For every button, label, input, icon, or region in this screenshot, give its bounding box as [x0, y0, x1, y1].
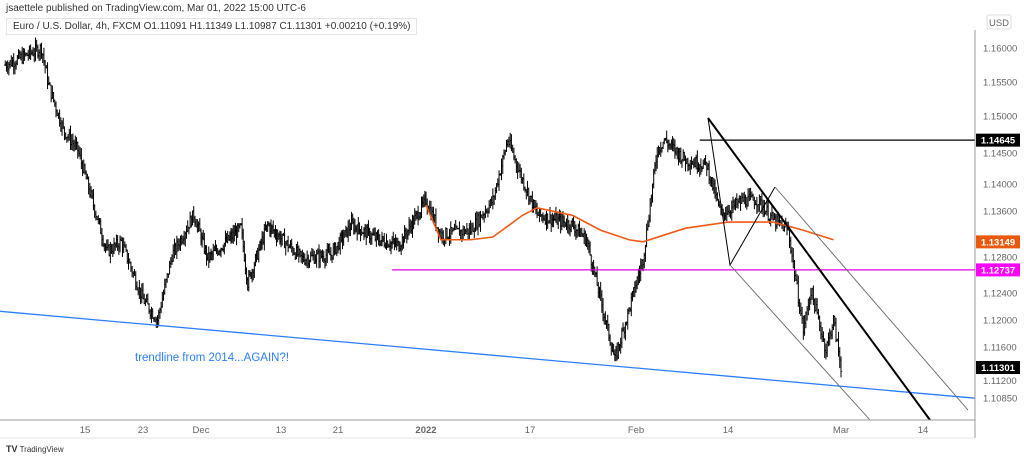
price-tick-label: 1.11200 [983, 376, 1017, 387]
price-tick-label: 1.11600 [983, 343, 1017, 354]
price-tick-label: 1.15500 [983, 78, 1017, 89]
currency-badge[interactable] [986, 14, 1012, 30]
price-tag-label: 1.13149 [981, 237, 1015, 248]
pitchfork-lower-line [729, 264, 871, 421]
time-tick-label: Dec [193, 425, 210, 436]
drawings [0, 117, 976, 421]
time-tick-label: 13 [276, 425, 287, 436]
price-tick-label: 1.12000 [983, 316, 1017, 327]
pitchfork-upper-line [774, 186, 969, 411]
price-tick-label: 1.12800 [983, 252, 1017, 263]
price-tag-label: 1.14645 [981, 136, 1016, 147]
time-tick-label: 14 [918, 425, 929, 436]
logo-mark: TV [6, 444, 18, 454]
price-tick-label: 1.10850 [983, 394, 1017, 405]
ohlc-bars [4, 37, 843, 378]
price-tag [976, 361, 1020, 375]
price-tag-label: 1.11301 [981, 363, 1016, 374]
price-tag [976, 235, 1020, 249]
time-axis[interactable]: 15 23 Dec 13 21 2022 17 Feb 14 Mar 14 [80, 425, 929, 436]
price-tick-label: 1.15000 [983, 112, 1017, 123]
price-tag [976, 263, 1020, 277]
time-tick-label: 17 [525, 425, 536, 436]
time-tick-label: 23 [138, 425, 149, 436]
price-tags: 1.14645 1.13149 1.12737 1.11301 [976, 133, 1020, 375]
trendline [0, 310, 976, 399]
time-tick-label: Mar [833, 425, 849, 436]
price-axis[interactable]: 1.16000 1.15500 1.15000 1.14500 1.14000 1.136… [983, 44, 1017, 405]
symbol-legend: Euro / U.S. Dollar, 4h, FXCM O1.11091 H1… [6, 18, 418, 35]
price-tick-label: 1.16000 [983, 44, 1017, 55]
time-tick-label: 15 [80, 425, 91, 436]
trendline-annotation[interactable]: trendline from 2014...AGAIN?! [135, 352, 289, 364]
time-tick-label: 21 [333, 425, 344, 436]
price-tick-label: 1.12400 [983, 288, 1017, 299]
currency-label: USD [989, 18, 1009, 29]
pitchfork-median-line [707, 117, 931, 421]
price-tick-label: 1.14500 [983, 149, 1017, 160]
time-tick-label: 2022 [415, 425, 436, 436]
logo-text: TradingView [19, 445, 64, 454]
price-tick-label: 1.14000 [983, 180, 1017, 191]
price-tick-label: 1.13600 [983, 207, 1017, 218]
time-tick-label: Feb [628, 425, 644, 436]
price-tag [976, 133, 1020, 147]
moving-average-line [425, 204, 834, 243]
tradingview-logo[interactable]: TV TradingView [6, 444, 64, 454]
price-tag-label: 1.12737 [981, 265, 1015, 276]
pitchfork-handle [707, 117, 776, 267]
time-tick-label: 14 [723, 425, 734, 436]
published-by-text: jsaettele published on TradingView.com, … [6, 3, 306, 14]
